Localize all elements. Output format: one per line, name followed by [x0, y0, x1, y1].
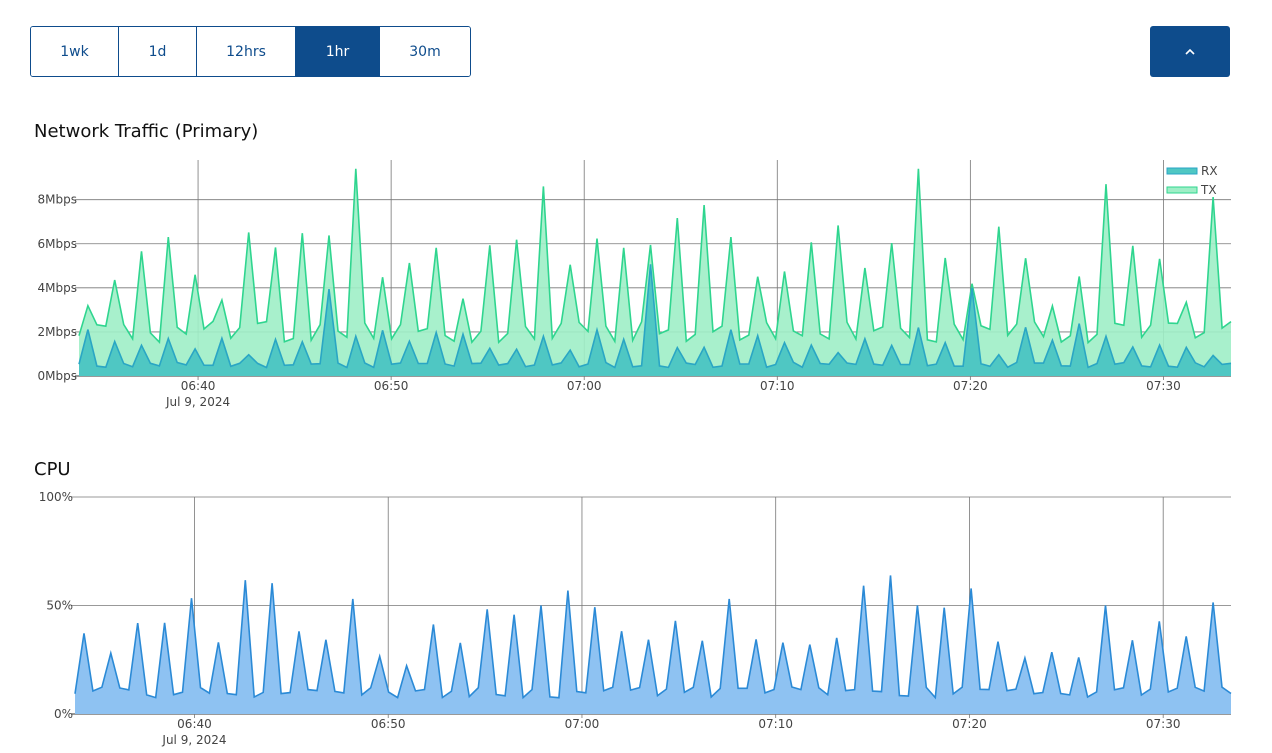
- net-y-tick-label: 2Mbps: [38, 325, 77, 339]
- net-x-tick-label: 07:20: [953, 379, 988, 393]
- cpu-x-date-label: Jul 9, 2024: [161, 733, 226, 747]
- cpu-x-tick-label: 07:30: [1146, 717, 1181, 731]
- chevron-up-icon: [1185, 48, 1195, 55]
- cpu-x-tick-label: 07:00: [565, 717, 600, 731]
- net-x-tick-label: 06:40: [181, 379, 216, 393]
- net-x-tick-label: 06:50: [374, 379, 409, 393]
- net-x-tick-label: 07:10: [760, 379, 795, 393]
- range-button-1wk[interactable]: 1wk: [31, 27, 119, 76]
- cpu-y-tick-label: 0%: [54, 707, 73, 721]
- net-y-tick-label: 6Mbps: [38, 237, 77, 251]
- net-x-tick-label: 07:30: [1146, 379, 1181, 393]
- cpu-x-tick-label: 06:50: [371, 717, 406, 731]
- legend-swatch-tx: [1166, 186, 1198, 194]
- network-chart-title: Network Traffic (Primary): [34, 121, 259, 142]
- cpu-series-line-cpu: [74, 575, 1232, 700]
- cpu-x-tick-label: 07:20: [952, 717, 987, 731]
- legend-swatch-rx: [1166, 167, 1198, 175]
- net-x-tick-label: 07:00: [567, 379, 602, 393]
- cpu-y-tick-label: 100%: [39, 490, 73, 504]
- net-y-tick-label: 4Mbps: [38, 281, 77, 295]
- collapse-button[interactable]: [1150, 26, 1230, 77]
- range-button-30m[interactable]: 30m: [380, 27, 470, 76]
- net-x-date-label: Jul 9, 2024: [165, 395, 230, 409]
- range-button-1hr[interactable]: 1hr: [296, 27, 380, 76]
- time-range-selector: 1wk 1d 12hrs 1hr 30m: [30, 26, 471, 77]
- legend-label-rx: RX: [1201, 164, 1218, 178]
- cpu-chart: 0% 50% 100% 06:40 Jul 9, 2024 06:50 07:00 07:10…: [39, 490, 1232, 747]
- net-y-tick-label: 0Mbps: [38, 369, 77, 383]
- net-series-line-tx: [78, 168, 1232, 345]
- range-button-1d[interactable]: 1d: [119, 27, 197, 76]
- net-series-line-rx: [78, 264, 1232, 369]
- cpu-y-tick-label: 50%: [46, 599, 73, 613]
- cpu-chart-title: CPU: [34, 459, 71, 480]
- range-button-12hrs[interactable]: 12hrs: [197, 27, 296, 76]
- net-y-tick-label: 8Mbps: [38, 193, 77, 207]
- legend-label-tx: TX: [1200, 183, 1217, 197]
- cpu-x-tick-label: 06:40: [177, 717, 212, 731]
- cpu-series-area-cpu: [75, 575, 1231, 714]
- cpu-x-tick-label: 07:10: [758, 717, 793, 731]
- net-series-area-tx: [79, 168, 1231, 376]
- network-traffic-chart: 0Mbps 2Mbps 4Mbps 6Mbps 8Mbps 06:40 Jul 9, 202…: [38, 160, 1232, 409]
